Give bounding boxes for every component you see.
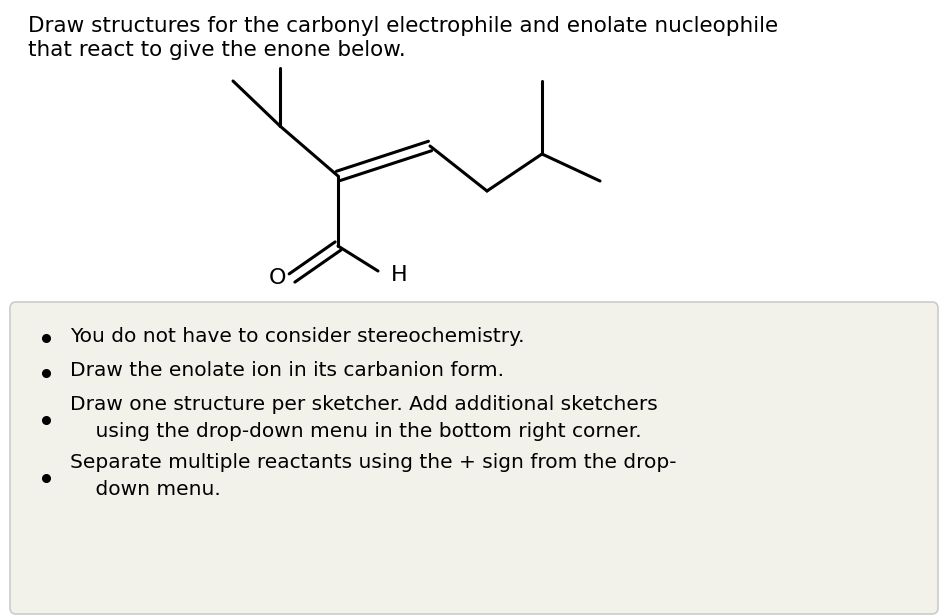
Text: Separate multiple reactants using the + sign from the drop-
    down menu.: Separate multiple reactants using the + … — [70, 453, 677, 499]
Text: Draw the enolate ion in its carbanion form.: Draw the enolate ion in its carbanion fo… — [70, 362, 504, 381]
Text: that react to give the enone below.: that react to give the enone below. — [28, 40, 406, 60]
FancyBboxPatch shape — [10, 302, 938, 614]
Text: O: O — [269, 268, 286, 288]
Text: H: H — [391, 265, 408, 285]
Text: You do not have to consider stereochemistry.: You do not have to consider stereochemis… — [70, 326, 524, 346]
Text: Draw structures for the carbonyl electrophile and enolate nucleophile: Draw structures for the carbonyl electro… — [28, 16, 778, 36]
Text: Draw one structure per sketcher. Add additional sketchers
    using the drop-dow: Draw one structure per sketcher. Add add… — [70, 395, 658, 441]
